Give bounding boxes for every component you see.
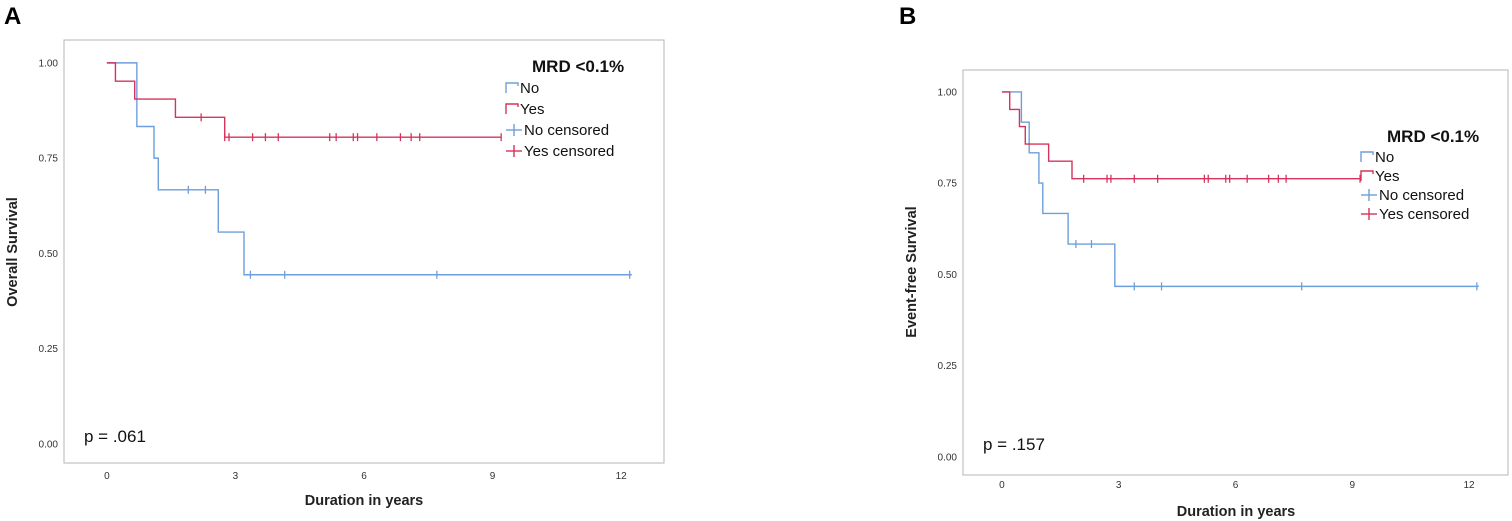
panel-b-letter: B: [899, 3, 916, 30]
panel-a-pvalue: p = .061: [84, 427, 146, 446]
y-tick-label: 0.00: [938, 452, 958, 463]
legend-label: Yes: [520, 101, 544, 118]
y-tick-label: 1.00: [938, 87, 958, 98]
panel-b-series: [1001, 91, 1479, 291]
legend-label: No censored: [1379, 187, 1464, 204]
survival-curve-yes: [1001, 91, 1361, 180]
y-tick-label: 0.50: [938, 270, 958, 281]
series-yes: [106, 62, 502, 142]
panel-a-plot-frame: [63, 39, 665, 464]
y-tick-label: 0.25: [938, 361, 958, 372]
panel-b-y-axis-title: Event-free Survival: [904, 206, 920, 337]
panel-a-letter: A: [4, 3, 21, 30]
legend-label: Yes: [1375, 168, 1399, 185]
panel-a-ticks: 0.00 0.25 0.50 0.75 1.00 0 3 6 9 12: [39, 58, 628, 482]
series-yes: [1001, 91, 1361, 183]
panel-a-y-axis-title: Overall Survival: [5, 197, 21, 307]
panel-b-x-axis-title: Duration in years: [1177, 504, 1295, 520]
legend-label: No: [1375, 149, 1394, 166]
series-no: [106, 62, 632, 279]
x-tick-label: 3: [233, 471, 239, 482]
x-tick-label: 12: [616, 471, 628, 482]
x-tick-label: 6: [1233, 480, 1239, 491]
survival-curve-no: [106, 62, 632, 276]
x-tick-label: 0: [999, 480, 1005, 491]
series-no: [1001, 91, 1479, 291]
y-tick-label: 0.00: [39, 439, 59, 450]
x-tick-label: 6: [361, 471, 367, 482]
survival-curve-yes: [106, 62, 502, 138]
panel-a-series: [106, 62, 632, 279]
legend-swatch-line: [1360, 151, 1374, 162]
x-tick-label: 3: [1116, 480, 1122, 491]
x-tick-label: 9: [490, 471, 496, 482]
survival-curve-no: [1001, 91, 1479, 288]
panel-a-legend: MRD <0.1% No Yes No censored Yes censored: [505, 57, 624, 160]
legend-swatch-line: [505, 103, 519, 114]
legend-swatch-line: [505, 82, 519, 93]
x-tick-label: 0: [104, 471, 110, 482]
panel-b-pvalue: p = .157: [983, 435, 1045, 454]
legend-label: Yes censored: [1379, 206, 1469, 223]
panel-b-legend: MRD <0.1% No Yes No censored Yes censored: [1360, 127, 1479, 223]
x-tick-label: 12: [1464, 480, 1476, 491]
y-tick-label: 1.00: [39, 58, 59, 69]
legend-label: No: [520, 80, 539, 97]
panel-b-legend-title: MRD <0.1%: [1387, 127, 1479, 146]
panel-a-legend-title: MRD <0.1%: [532, 57, 624, 76]
y-tick-label: 0.50: [39, 249, 59, 260]
panel-a-x-axis-title: Duration in years: [305, 493, 423, 509]
y-tick-label: 0.75: [39, 154, 59, 165]
panel-b-plot-frame: [962, 69, 1509, 476]
legend-label: No censored: [524, 122, 609, 139]
panel-b: B Event-free Survival Duration in years …: [899, 3, 1509, 520]
legend-label: Yes censored: [524, 143, 614, 160]
legend-swatch-line: [1360, 170, 1374, 181]
y-tick-label: 0.25: [39, 344, 59, 355]
panel-b-ticks: 0.00 0.25 0.50 0.75 1.00 0 3 6 9 12: [938, 87, 1476, 491]
panel-a: A Overall Survival Duration in years 0.0…: [4, 3, 665, 509]
y-tick-label: 0.75: [938, 179, 958, 190]
x-tick-label: 9: [1350, 480, 1356, 491]
